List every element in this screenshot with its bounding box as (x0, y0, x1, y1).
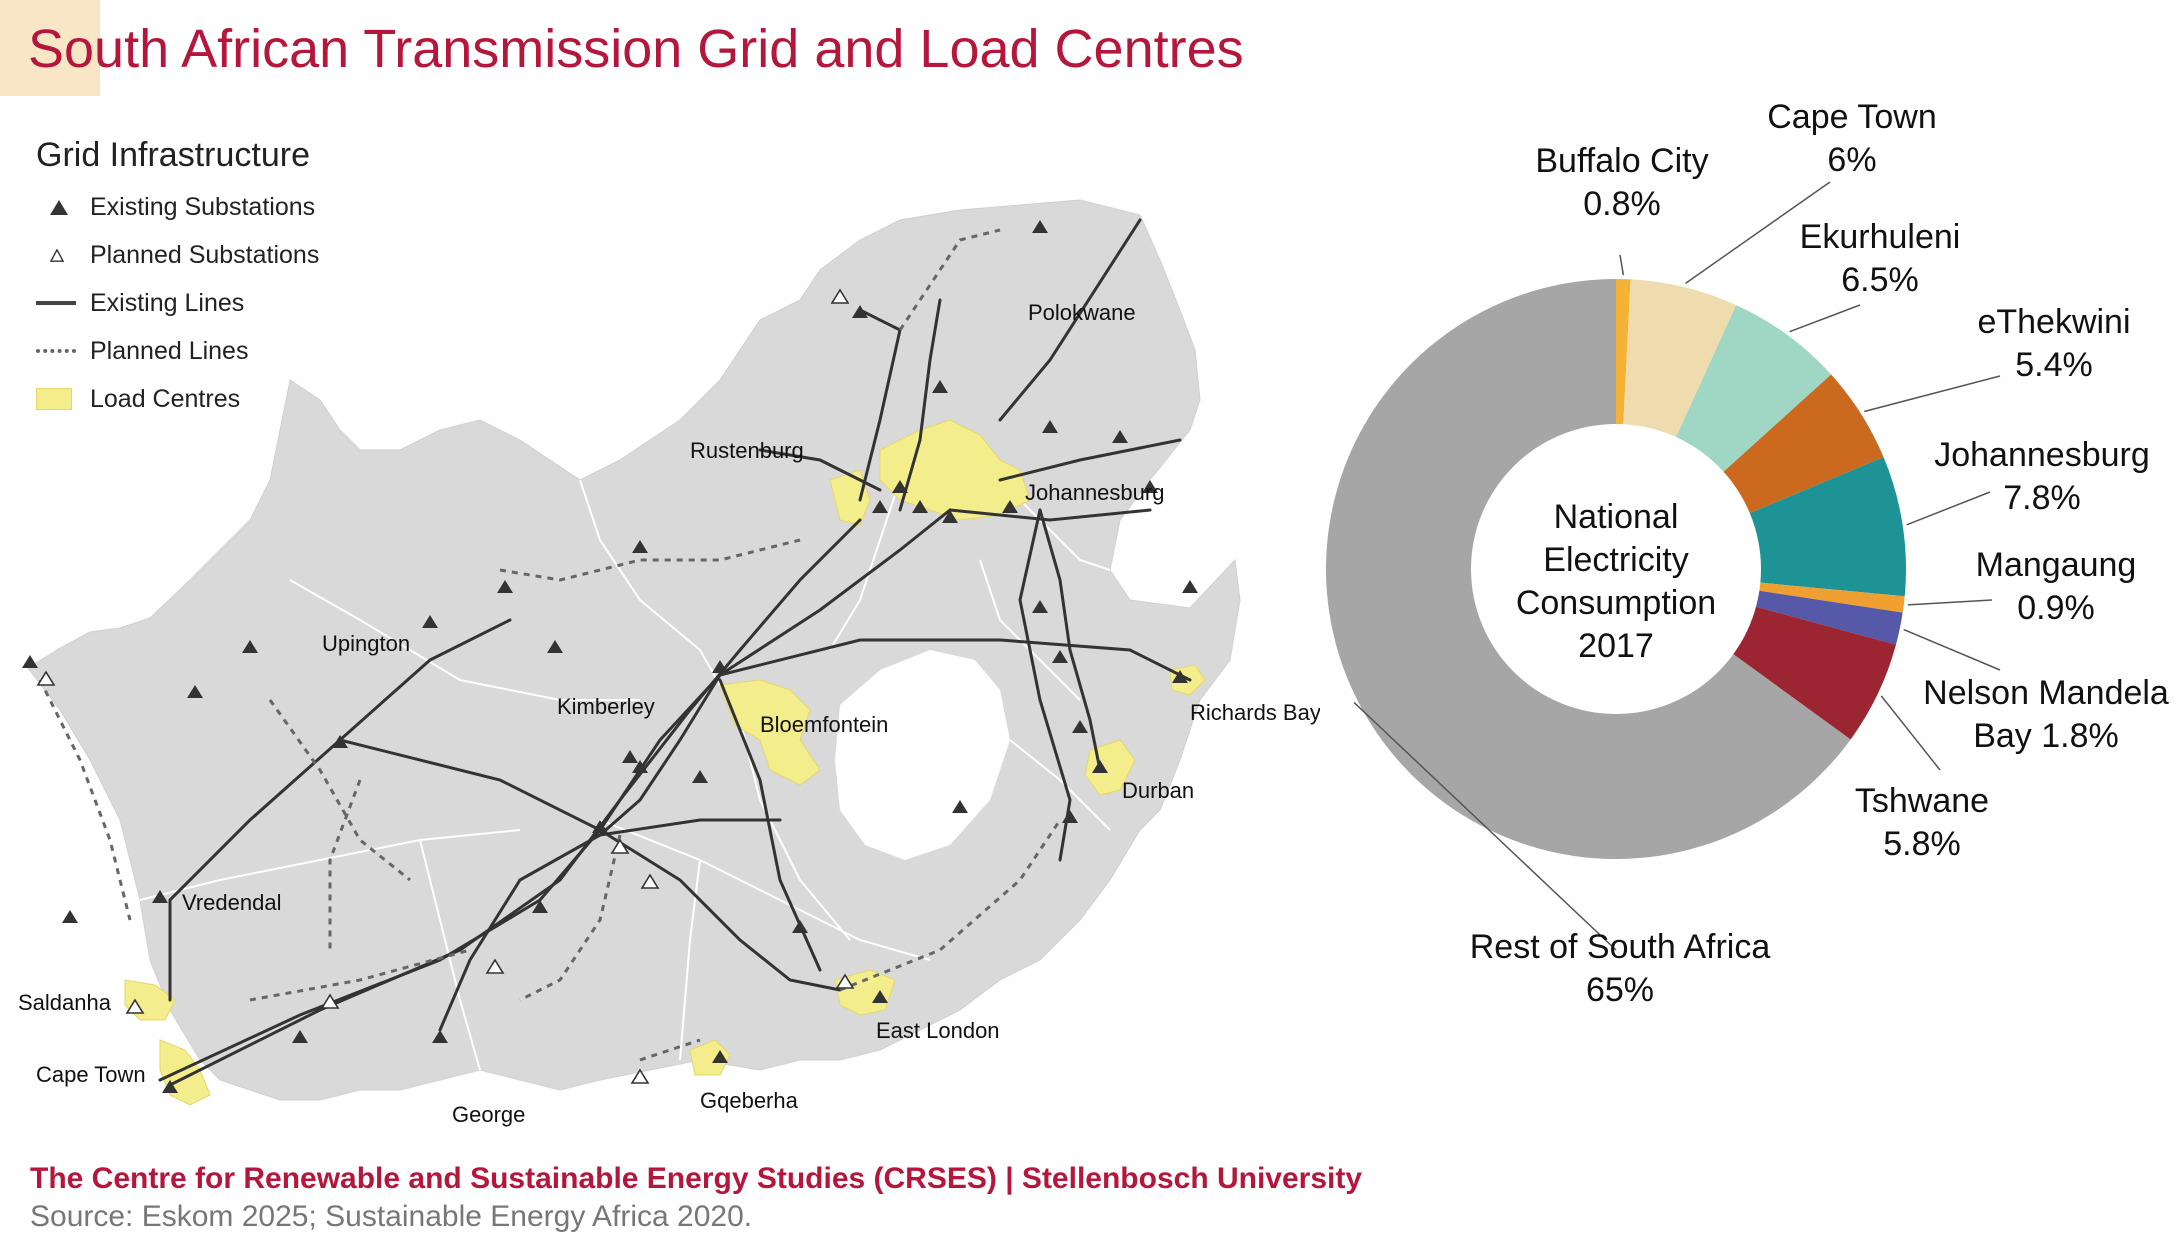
legend-item-existing-lines: Existing Lines (36, 279, 319, 327)
leader-line (1907, 599, 1993, 606)
slice-value-label: 5.4% (2015, 346, 2093, 384)
legend: Grid Infrastructure Existing Substations… (36, 136, 319, 423)
legend-item-planned-substations: Planned Substations (36, 231, 319, 279)
donut-hole (1471, 424, 1761, 714)
city-label: Rustenburg (690, 438, 804, 463)
city-label: Gqeberha (700, 1088, 799, 1113)
city-label: George (452, 1102, 525, 1127)
city-label: Durban (1122, 778, 1194, 803)
slice-label: Mangaung (1976, 546, 2137, 584)
source-text: Source: Eskom 2025; Sustainable Energy A… (30, 1200, 753, 1233)
city-label: Richards Bay (1190, 700, 1320, 725)
slice-value-label: 5.8% (1883, 825, 1961, 863)
leader-line (1685, 181, 1831, 284)
legend-label: Planned Lines (90, 336, 249, 365)
load-centre-east-london (834, 969, 896, 1016)
slice-value-label: 0.9% (2017, 589, 2095, 627)
planned-lines (38, 228, 1062, 1062)
existing-substations (22, 220, 1198, 1093)
load-centre-rustenburg (829, 469, 871, 526)
slice-value-label: 6% (1827, 141, 1876, 179)
legend-label: Existing Lines (90, 288, 245, 317)
legend-label: Planned Substations (90, 240, 320, 269)
slice-value-label: Bay 1.8% (1973, 717, 2119, 755)
lesotho (835, 650, 1010, 860)
slice-labels: Buffalo City 0.8% Cape Town 6% Ekurhulen… (1470, 98, 2169, 1009)
leader-line (1619, 254, 1625, 276)
leader-lines (1353, 181, 2001, 951)
slice-label: Nelson Mandela (1923, 674, 2169, 712)
load-centre-gqeberha (689, 1039, 731, 1076)
dashed-line-icon (36, 349, 76, 353)
slice-label: Rest of South Africa (1470, 928, 1771, 966)
slice-label: Buffalo City (1535, 142, 1708, 180)
slice-value-label: 65% (1586, 971, 1654, 1009)
open-triangle-icon (50, 248, 64, 262)
legend-label: Existing Substations (90, 192, 316, 221)
leader-line (1353, 701, 1617, 951)
slice-value-label: 6.5% (1841, 261, 1919, 299)
filled-triangle-icon (50, 199, 68, 215)
credit-text: The Centre for Renewable and Sustainable… (30, 1162, 1363, 1195)
city-label: Johannesburg (1025, 480, 1164, 505)
legend-item-planned-lines: Planned Lines (36, 327, 319, 375)
leader-line (1903, 628, 2001, 671)
legend-label: Load Centres (90, 384, 241, 413)
slice-label: Tshwane (1855, 782, 1989, 820)
center-line: National (1554, 498, 1679, 536)
leader-line (1789, 304, 1861, 333)
slice-label: Johannesburg (1934, 436, 2150, 474)
legend-item-existing-substations: Existing Substations (36, 183, 319, 231)
city-label: Cape Town (36, 1062, 146, 1087)
city-labels: Polokwane Rustenburg Johannesburg Upingt… (18, 300, 1320, 1127)
country-outline (27, 199, 1241, 1101)
legend-item-load-centres: Load Centres (36, 375, 319, 423)
legend-title: Grid Infrastructure (36, 136, 310, 174)
leader-line (1880, 695, 1941, 771)
leader-line (1906, 491, 1991, 526)
city-label: Polokwane (1028, 300, 1136, 325)
city-label: Bloemfontein (760, 712, 888, 737)
slice-label: Ekurhuleni (1800, 218, 1961, 256)
donut-center-text: National Electricity Consumption 2017 (1516, 498, 1716, 665)
consumption-donut-chart: National Electricity Consumption 2017 Bu… (1325, 98, 2169, 1009)
center-line: 2017 (1578, 627, 1654, 665)
slice-label: Cape Town (1767, 98, 1937, 136)
slice-value-label: 0.8% (1583, 185, 1661, 223)
city-label: Kimberley (557, 694, 655, 719)
city-label: Saldanha (18, 990, 112, 1015)
city-label: East London (876, 1018, 1000, 1043)
center-line: Consumption (1516, 584, 1716, 622)
leader-line (1864, 375, 2001, 413)
city-label: Upington (322, 631, 410, 656)
slice-value-label: 7.8% (2003, 479, 2081, 517)
load-centre-bloemfontein (719, 679, 821, 786)
city-label: Vredendal (182, 890, 281, 915)
load-centre-swatch (36, 388, 72, 410)
center-line: Electricity (1543, 541, 1688, 579)
planned-substations (36, 288, 855, 1084)
transmission-grid-map: Polokwane Rustenburg Johannesburg Upingt… (18, 199, 1320, 1127)
page-title: South African Transmission Grid and Load… (28, 19, 1244, 79)
title-accent (0, 0, 100, 96)
slice-label: eThekwini (1977, 303, 2130, 341)
solid-line-icon (36, 301, 76, 305)
